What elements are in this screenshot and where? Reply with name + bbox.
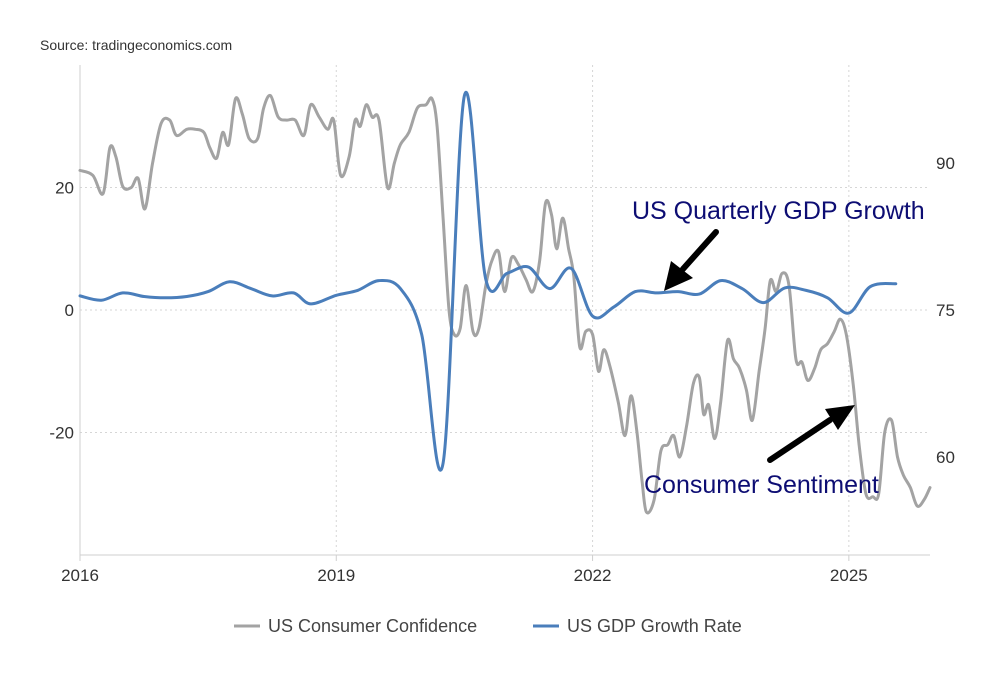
y-right-tick-label: 60 [936, 448, 955, 467]
gdp-annotation: US Quarterly GDP Growth [632, 197, 925, 225]
x-tick-label: 2019 [317, 566, 355, 585]
x-tick-label: 2022 [574, 566, 612, 585]
y-right-tick-label: 90 [936, 154, 955, 173]
legend-item-consumer-confidence[interactable]: US Consumer Confidence [234, 616, 477, 636]
source-label: Source: tradingeconomics.com [40, 37, 232, 53]
x-tick-label: 2025 [830, 566, 868, 585]
series-layer [78, 90, 932, 515]
sentiment-annotation: Consumer Sentiment [644, 471, 879, 499]
series-line-consumer-confidence [78, 93, 932, 515]
y-left-tick-label: -20 [49, 424, 74, 443]
sentiment-annotation-arrow-icon [767, 405, 855, 463]
legend-label-gdp-growth: US GDP Growth Rate [567, 616, 742, 636]
y-left-tick-label: 0 [65, 301, 74, 320]
y-left-tick-label: 20 [55, 179, 74, 198]
y-right-tick-labels: 90 75 60 [936, 154, 955, 467]
x-tick-labels: 2016 2019 2022 2025 [61, 555, 868, 585]
series-line-gdp-growth [78, 90, 898, 472]
legend: US Consumer Confidence US GDP Growth Rat… [234, 616, 742, 636]
y-left-tick-labels: 20 0 -20 [49, 179, 74, 443]
x-tick-label: 2016 [61, 566, 99, 585]
y-right-tick-label: 75 [936, 301, 955, 320]
legend-label-consumer-confidence: US Consumer Confidence [268, 616, 477, 636]
legend-item-gdp-growth[interactable]: US GDP Growth Rate [533, 616, 742, 636]
gdp-annotation-arrow-icon [664, 229, 719, 291]
